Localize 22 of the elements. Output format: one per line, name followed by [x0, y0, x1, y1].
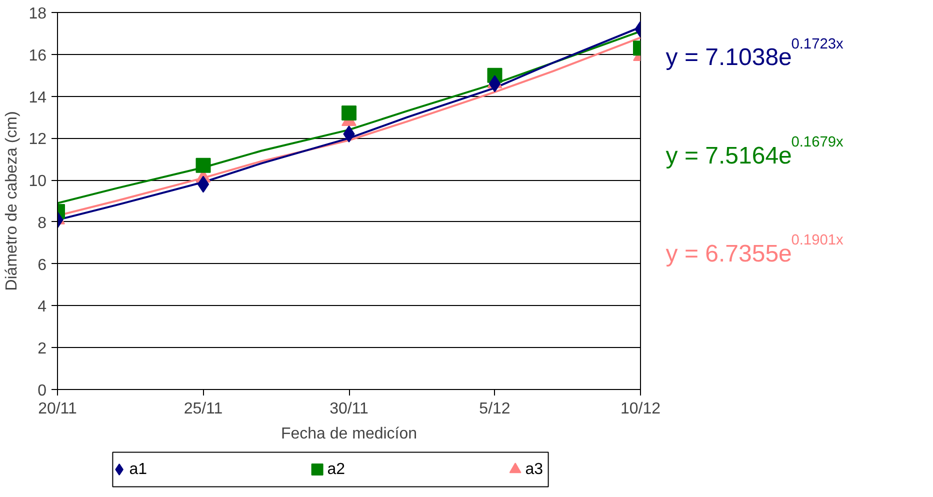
y-tick-label: 0: [38, 382, 47, 400]
legend-label: a2: [327, 461, 346, 478]
y-tick-label: 14: [28, 89, 47, 106]
x-tick-label: 30/11: [330, 400, 369, 418]
x-tick-label: 25/11: [184, 400, 223, 418]
x-tick-label: 20/11: [38, 400, 78, 418]
y-tick-label: 12: [28, 131, 47, 148]
y-axis-title: Diámetro de cabeza (cm): [4, 111, 21, 291]
x-tick-label: 5/12: [479, 400, 510, 418]
y-tick-label: 6: [38, 256, 47, 274]
legend-label: a3: [525, 461, 544, 478]
y-tick-label: 18: [28, 6, 47, 22]
y-tick-label: 2: [38, 340, 47, 358]
y-tick-label: 16: [28, 47, 47, 64]
point: [488, 75, 501, 92]
point: [342, 106, 356, 121]
y-tick-label: 4: [38, 298, 47, 316]
x-tick-label: 10/12: [620, 400, 661, 418]
x-axis-title: Fecha de medicíon: [280, 426, 418, 442]
y-tick-label: 10: [28, 173, 47, 190]
y-tick-label: 8: [38, 214, 47, 232]
legend-label: a1: [129, 461, 148, 478]
